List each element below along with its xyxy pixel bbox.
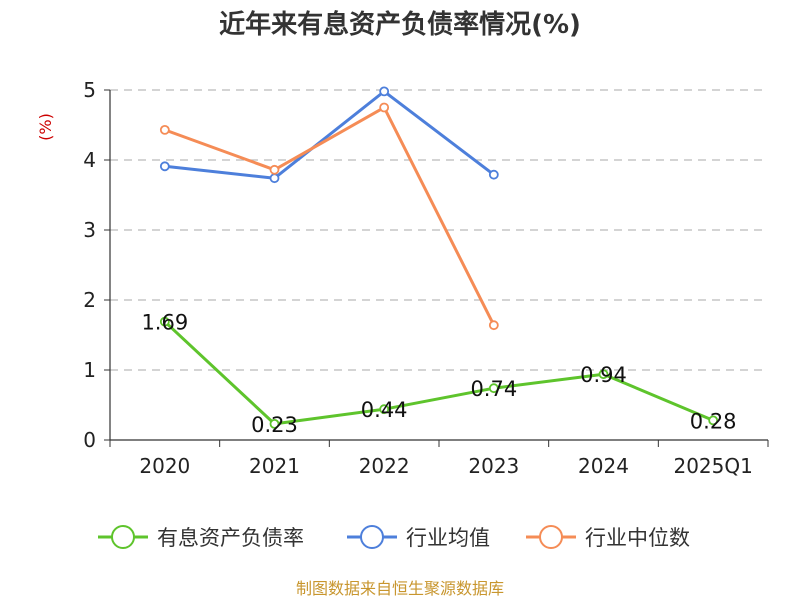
data-point [269,173,280,184]
data-point [379,86,390,97]
data-point [379,102,390,113]
data-label: 0.74 [470,377,517,401]
axes: 0 1 2 3 4 5 2020 2021 2022 2023 2024 2025Q1 [83,78,769,478]
series-lines [159,86,719,429]
data-labels: 1.69 0.23 0.44 0.74 0.94 0.28 [141,311,736,437]
data-label: 0.28 [690,409,737,433]
legend-item-1[interactable]: 有息资产负债率 [98,525,304,550]
data-point [379,404,390,415]
series-line-2 [164,89,495,180]
y-tick-label: 4 [83,148,96,172]
data-point [269,164,280,175]
x-tick-label: 2020 [139,454,190,478]
data-point [488,383,499,394]
data-label: 0.44 [361,398,408,422]
legend-label: 行业均值 [406,526,490,550]
source-note: 制图数据来自恒生聚源数据库 [296,579,504,598]
y-axis-unit: (%) [36,113,55,141]
data-point [598,369,609,380]
legend-circle-icon [360,525,384,549]
y-tick-label: 0 [83,428,96,452]
y-tick-label: 3 [83,218,96,242]
data-point [488,320,499,331]
x-tick-label: 2021 [249,454,300,478]
y-tick-label: 5 [83,78,96,102]
data-point [159,161,170,172]
legend-item-2[interactable]: 行业均值 [347,525,490,550]
data-point [159,124,170,135]
data-point [708,415,719,426]
series-line-1 [163,320,714,426]
x-tick-label: 2024 [578,454,629,478]
data-label: 0.94 [580,363,627,387]
data-label: 1.69 [141,311,188,335]
chart-title: 近年来有息资产负债率情况(%) [219,9,581,40]
legend-label: 行业中位数 [585,526,690,550]
x-tick-label: 2023 [468,454,519,478]
legend-item-3[interactable]: 行业中位数 [526,525,690,550]
data-point [488,169,499,180]
x-tick-label: 2025Q1 [673,454,752,478]
legend-circle-icon [111,525,135,549]
y-tick-label: 1 [83,358,96,382]
series-line-3 [164,106,496,326]
data-point [269,418,280,429]
data-point [159,316,170,327]
y-tick-label: 2 [83,288,96,312]
legend-circle-icon [539,525,563,549]
x-tick-label: 2022 [359,454,410,478]
data-label: 0.23 [251,413,298,437]
legend-label: 有息资产负债率 [157,526,304,550]
grid-lines [110,89,768,371]
legend[interactable]: 有息资产负债率 行业均值 行业中位数 [98,525,690,550]
